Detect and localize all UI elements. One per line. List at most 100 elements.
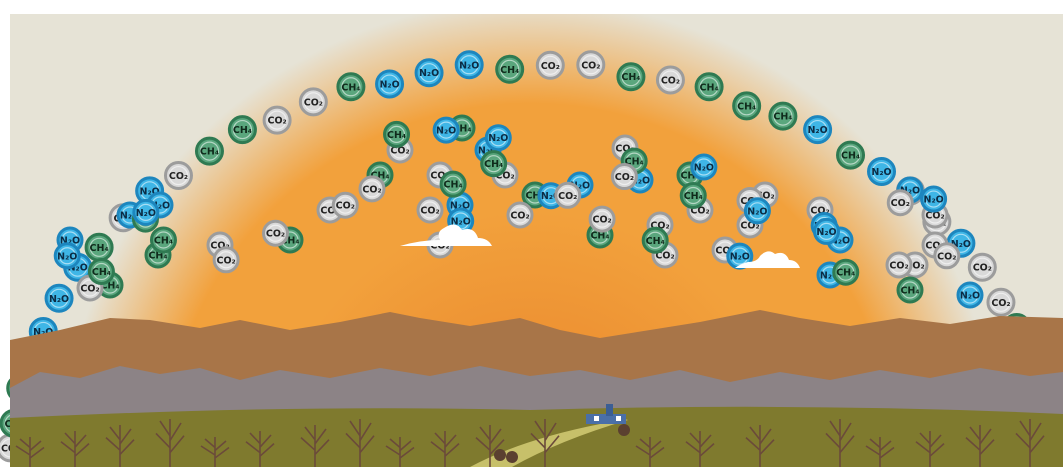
- n2o-molecule-label: N₂O: [570, 181, 590, 192]
- bare-tree: [155, 419, 185, 467]
- ch4-molecule-label: CH₄: [90, 243, 109, 254]
- floating-ch4-molecule: CH₄: [383, 120, 411, 148]
- ch4-molecule-label: CH₄: [700, 82, 719, 93]
- co2-molecule-label: CO₂: [973, 263, 992, 274]
- bare-tree: [300, 425, 330, 467]
- trees: [15, 419, 1045, 467]
- floating-ch4-molecule: CH₄: [679, 181, 707, 209]
- ch4-molecule-label: CH₄: [154, 235, 173, 246]
- n2o-molecule-label: N₂O: [136, 208, 156, 219]
- co2-molecule-label: CO₂: [889, 261, 908, 272]
- dome-ch4-molecule: CH₄: [836, 140, 866, 170]
- co2-molecule-label: CO₂: [210, 241, 229, 252]
- ch4-molecule-label: CH₄: [233, 125, 252, 136]
- co2-molecule-label: CO₂: [420, 206, 439, 217]
- co2-molecule-label: CO₂: [715, 246, 734, 257]
- n2o-molecule-label: N₂O: [951, 239, 971, 250]
- co2-molecule-label: CO₂: [80, 284, 99, 295]
- n2o-molecule-label: N₂O: [49, 294, 69, 305]
- dome-ch4-molecule: CH₄: [768, 101, 798, 131]
- n2o-molecule-label: N₂O: [451, 216, 471, 227]
- co2-molecule-label: CO₂: [169, 171, 188, 182]
- bush: [494, 449, 506, 461]
- floating-ch4-molecule: CH₄: [87, 258, 115, 286]
- n2o-molecule-label: N₂O: [459, 60, 479, 71]
- co2-molecule-label: CO₂: [755, 191, 774, 202]
- floating-co2-molecule: CO₂: [588, 205, 616, 233]
- co2-molecule-label: CO₂: [362, 184, 381, 195]
- bush: [506, 451, 518, 463]
- dome-co2-molecule: CO₂: [163, 161, 193, 191]
- dome-ch4-molecule: CH₄: [732, 91, 762, 121]
- floating-co2-molecule: CO₂: [416, 196, 444, 224]
- floating-n2o-molecule: N₂O: [743, 197, 771, 225]
- n2o-molecule-label: N₂O: [871, 167, 891, 178]
- n2o-molecule-label: N₂O: [924, 195, 944, 206]
- dome-co2-molecule: CO₂: [535, 50, 565, 80]
- dome-n2o-molecule: N₂O: [867, 157, 897, 187]
- co2-molecule-label: CO₂: [650, 221, 669, 232]
- dome-co2-molecule: CO₂: [262, 105, 292, 135]
- floating-ch4-molecule: CH₄: [149, 226, 177, 254]
- bare-tree: [1015, 419, 1045, 467]
- co2-molecule-label: CO₂: [905, 261, 924, 272]
- dome-ch4-molecule: CH₄: [616, 62, 646, 92]
- floating-ch4-molecule: CH₄: [439, 170, 467, 198]
- ch4-molecule-label: CH₄: [387, 130, 406, 141]
- dome-co2-molecule: CO₂: [986, 287, 1016, 317]
- dome-ch4-molecule: CH₄: [694, 72, 724, 102]
- n2o-molecule-label: N₂O: [694, 163, 714, 174]
- dome-co2-molecule: CO₂: [576, 50, 606, 80]
- floating-ch4-molecule: CH₄: [641, 226, 669, 254]
- floating-co2-molecule: CO₂: [506, 201, 534, 229]
- dome-co2-molecule: CO₂: [298, 87, 328, 117]
- n2o-molecule-label: N₂O: [57, 251, 77, 262]
- dome-n2o-molecule: N₂O: [44, 283, 74, 313]
- ch4-molecule-label: CH₄: [200, 147, 219, 158]
- bare-tree: [60, 431, 90, 467]
- co2-molecule-label: CO₂: [304, 97, 323, 108]
- co2-molecule-label: CO₂: [495, 171, 514, 182]
- ch4-molecule-label: CH₄: [737, 101, 756, 112]
- ch4-molecule-label: CH₄: [841, 151, 860, 162]
- n2o-molecule-label: N₂O: [379, 80, 399, 91]
- floating-co2-molecule: CO₂: [554, 181, 582, 209]
- co2-molecule-label: CO₂: [592, 215, 611, 226]
- co2-molecule-label: CO₂: [510, 211, 529, 222]
- floating-n2o-molecule: N₂O: [956, 281, 984, 309]
- co2-molecule-label: CO₂: [891, 198, 910, 209]
- co2-molecule-label: CO₂: [267, 116, 286, 127]
- co2-molecule-label: CO₂: [615, 144, 634, 155]
- bare-tree: [385, 437, 415, 467]
- ch4-molecule-label: CH₄: [500, 65, 519, 76]
- ch4-molecule-label: CH₄: [900, 286, 919, 297]
- bare-tree: [825, 419, 855, 467]
- floating-ch4-molecule: CH₄: [896, 276, 924, 304]
- ch4-molecule-label: CH₄: [525, 191, 544, 202]
- n2o-molecule-label: N₂O: [478, 146, 498, 157]
- co2-molecule-label: CO₂: [991, 298, 1010, 309]
- floating-co2-molecule: CO₂: [212, 246, 240, 274]
- ch4-molecule-label: CH₄: [621, 72, 640, 83]
- floating-n2o-molecule: N₂O: [920, 185, 948, 213]
- bare-tree: [200, 437, 230, 467]
- co2-molecule-label: CO₂: [541, 61, 560, 72]
- n2o-molecule-label: N₂O: [630, 176, 650, 187]
- floating-co2-molecule: CO₂: [886, 189, 914, 217]
- dome-n2o-molecule: N₂O: [803, 115, 833, 145]
- co2-molecule-label: CO₂: [320, 206, 339, 217]
- field: [10, 406, 1063, 467]
- n2o-molecule-label: N₂O: [816, 227, 836, 238]
- n2o-molecule-label: N₂O: [120, 211, 140, 222]
- ch4-molecule-label: CH₄: [590, 231, 609, 242]
- co2-molecule-label: CO₂: [661, 76, 680, 87]
- floating-n2o-molecule: N₂O: [53, 242, 81, 270]
- dome-ch4-molecule: CH₄: [194, 136, 224, 166]
- dome-n2o-molecule: N₂O: [454, 50, 484, 80]
- dome-ch4-molecule: CH₄: [84, 232, 114, 262]
- dome-ch4-molecule: CH₄: [336, 72, 366, 102]
- n2o-molecule-label: N₂O: [730, 252, 750, 263]
- ch4-molecule-label: CH₄: [625, 157, 644, 168]
- co2-molecule-label: CO₂: [690, 206, 709, 217]
- ch4-molecule-label: CH₄: [452, 124, 471, 135]
